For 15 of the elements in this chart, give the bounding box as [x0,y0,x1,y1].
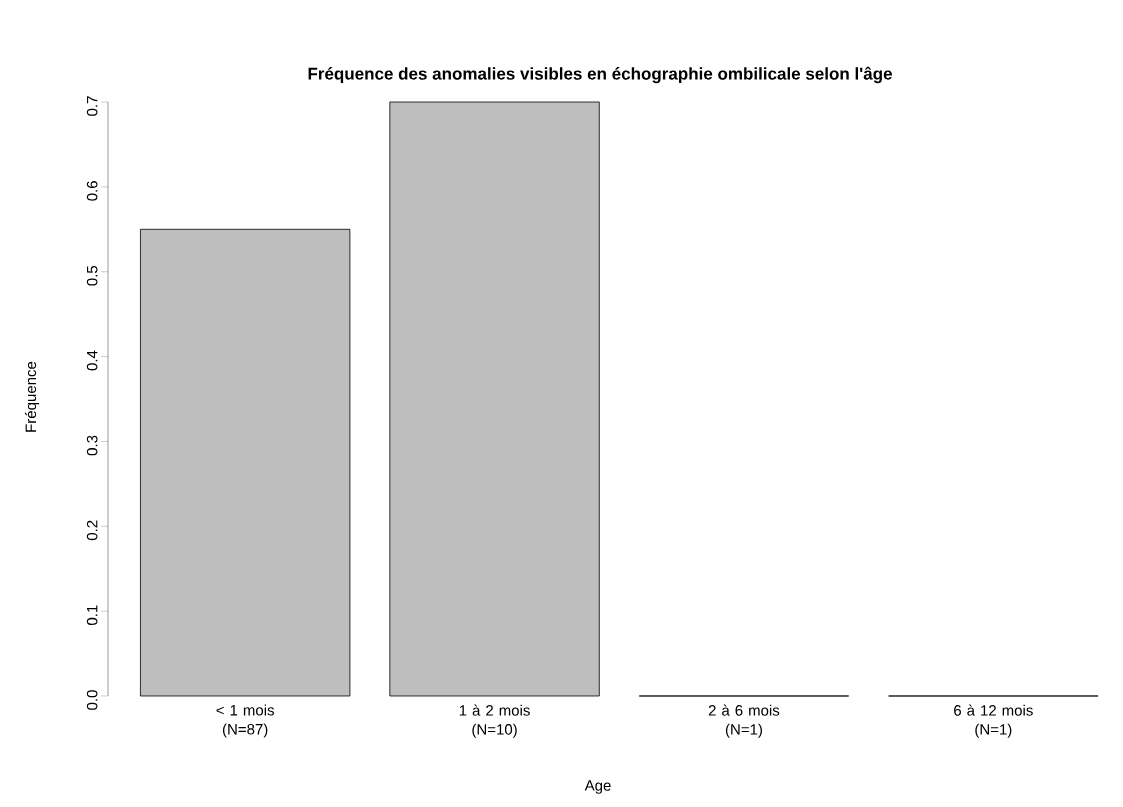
x-tick-label: 6 à 12 mois (N=1) [954,704,1033,738]
y-axis-title: Fréquence [24,361,40,432]
chart-title: Fréquence des anomalies visibles en échographie ombilicale selon l'âge [308,66,892,84]
x-tick-label: < 1 mois (N=87) [216,704,274,738]
y-tick-label: 0.4 [86,350,98,371]
y-tick-label: 0.1 [86,605,98,625]
y-tick-label: 0.7 [86,96,98,116]
y-tick-label: 0.2 [86,520,98,541]
x-tick-label: 2 à 6 mois (N=1) [708,704,780,738]
y-tick-label: 0.6 [86,181,98,201]
x-axis-title: Age [584,780,611,794]
y-tick-label: 0.5 [86,265,98,286]
y-tick-label: 0.0 [86,690,98,710]
x-tick-label: 1 à 2 mois (N=10) [459,704,530,738]
y-tick-label: 0.3 [86,435,98,456]
